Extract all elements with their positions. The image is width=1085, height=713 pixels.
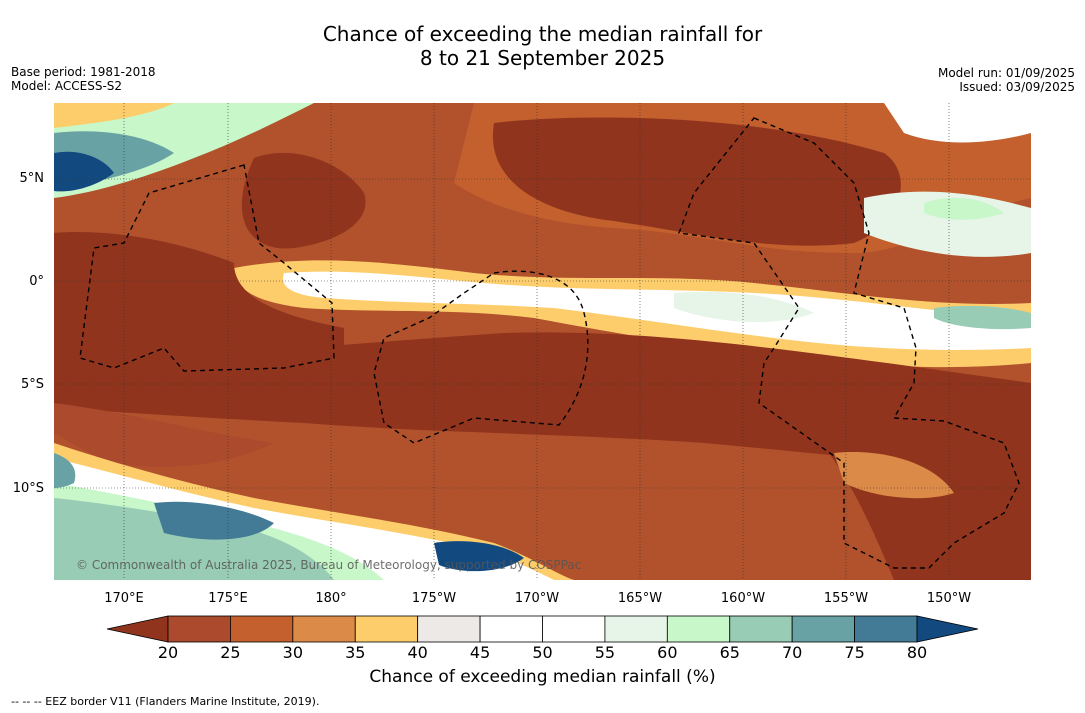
- colorbar-cell: [666, 615, 731, 643]
- eez-borders: [79, 117, 1020, 569]
- central-wet-patch: [674, 291, 814, 323]
- colorbar-tick-label: 35: [345, 643, 366, 662]
- nw-yellow-strip: [54, 103, 174, 128]
- issued-text: Issued: 03/09/2025: [959, 80, 1075, 94]
- colorbar-label: Chance of exceeding median rainfall (%): [369, 667, 716, 687]
- lat-label-5s: 5°S: [20, 377, 44, 392]
- copyright-credit: © Commonwealth of Australia 2025, Bureau…: [76, 558, 582, 572]
- colorbar-cell: [167, 615, 231, 643]
- lat-label-5n: 5°N: [19, 171, 45, 186]
- colorbar-tick-label: 60: [657, 643, 678, 662]
- lon-label-160w: 160°W: [720, 591, 766, 606]
- colorbar-tick-label: 55: [594, 643, 616, 662]
- sw-wet-edge: [54, 453, 76, 488]
- south-wet-deep-patch: [154, 501, 274, 540]
- south-dry-core: [54, 332, 1031, 473]
- lat-label-10s: 10°S: [12, 481, 44, 496]
- west-dry-core: [54, 232, 344, 387]
- colorbar-cell: [354, 615, 419, 643]
- colorbar-tick-label: 50: [532, 643, 553, 662]
- lon-label-170w: 170°W: [514, 591, 560, 606]
- base-period-text: Base period: 1981-2018: [11, 65, 156, 79]
- lon-label-155w: 155°W: [823, 591, 869, 606]
- east-wet-patch: [934, 305, 1031, 330]
- colorbar-tick-label: 25: [220, 643, 241, 662]
- south-west-dry-edge: [54, 403, 274, 467]
- north-west-dry-core: [241, 152, 366, 249]
- colorbar-tick-label: 20: [157, 643, 179, 662]
- south-east-orange-patch: [834, 452, 954, 499]
- lat-label-0: 0°: [29, 274, 44, 289]
- lon-label-180: 180°: [315, 591, 347, 606]
- colorbar-tick-label: 45: [469, 643, 491, 662]
- lon-label-150w: 150°W: [926, 591, 972, 606]
- colorbar-under-arrow: [106, 615, 169, 643]
- colorbar-cell: [230, 615, 294, 643]
- map-title-line-1: Chance of exceeding the median rainfall …: [322, 22, 763, 46]
- lon-label-175e: 175°E: [208, 591, 248, 606]
- model-run-text: Model run: 01/09/2025: [937, 66, 1075, 80]
- colorbar-cell: [729, 615, 793, 643]
- ne-neutral-strip: [884, 103, 1031, 143]
- lon-label-170e: 170°E: [104, 591, 144, 606]
- lon-label-175w: 175°W: [411, 591, 457, 606]
- central-neutral-band-core: [283, 271, 1031, 350]
- colorbar-tick-label: 75: [844, 643, 865, 662]
- colorbar: [106, 615, 979, 643]
- ne-wet-patch: [924, 197, 1004, 220]
- colorbar-cell: [292, 615, 356, 643]
- meta-left: Base period: 1981-2018 Model: ACCESS-S2: [11, 65, 156, 93]
- colorbar-cell: [479, 615, 543, 643]
- graticule: [54, 103, 1031, 580]
- eez-footnote: -- -- -- EEZ border V11 (Flanders Marine…: [11, 695, 320, 708]
- colorbar-cell: [542, 615, 606, 643]
- colorbar-tick-label: 65: [719, 643, 740, 662]
- map-title-line-2: 8 to 21 September 2025: [419, 46, 666, 70]
- rainfall-probability-map: [54, 103, 1031, 580]
- nw-very-wet-core: [54, 151, 114, 192]
- colorbar-cell: [791, 615, 855, 643]
- colorbar-tick-label: 40: [407, 643, 428, 662]
- meta-right: Model run: 01/09/2025 Issued: 03/09/2025: [938, 66, 1075, 94]
- colorbar-tick-label: 80: [906, 643, 928, 662]
- lon-label-165w: 165°W: [617, 591, 663, 606]
- model-text: Model: ACCESS-S2: [11, 79, 123, 93]
- colorbar-over-arrow: [916, 615, 979, 643]
- south-very-wet-patch: [434, 541, 524, 572]
- colorbar-cell: [604, 615, 668, 643]
- colorbar-tick-label: 70: [781, 643, 803, 662]
- colorbar-cell: [417, 615, 481, 643]
- colorbar-cell: [854, 615, 918, 643]
- colorbar-tick-label: 30: [282, 643, 303, 662]
- north-dry-core: [492, 117, 901, 246]
